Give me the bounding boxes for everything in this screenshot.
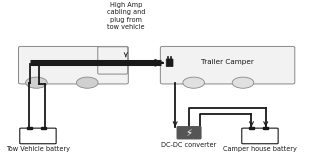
Text: Trailer Camper: Trailer Camper [201,59,254,65]
Text: Camper house battery: Camper house battery [223,146,297,152]
Text: +: + [263,131,271,140]
FancyBboxPatch shape [18,46,128,84]
Circle shape [26,77,47,88]
Text: High Amp
cabling and
plug from
tow vehicle: High Amp cabling and plug from tow vehic… [107,2,145,30]
Bar [263,127,268,129]
Circle shape [76,77,98,88]
Text: DC-DC converter: DC-DC converter [161,142,217,148]
Text: Tow Vehicle battery: Tow Vehicle battery [6,146,70,152]
FancyBboxPatch shape [242,128,278,144]
Circle shape [183,77,204,88]
FancyBboxPatch shape [98,47,128,74]
Bar [249,127,254,129]
Bar [41,127,46,129]
Text: −: − [27,131,34,140]
FancyBboxPatch shape [177,127,201,139]
Text: −: − [249,131,256,140]
FancyBboxPatch shape [160,46,295,84]
Circle shape [232,77,254,88]
Text: ⚡: ⚡ [185,128,192,138]
Bar [27,127,31,129]
Text: +: + [42,131,49,140]
FancyBboxPatch shape [20,128,56,144]
Text: Tow Vehicle: Tow Vehicle [37,60,79,66]
FancyBboxPatch shape [166,59,173,67]
